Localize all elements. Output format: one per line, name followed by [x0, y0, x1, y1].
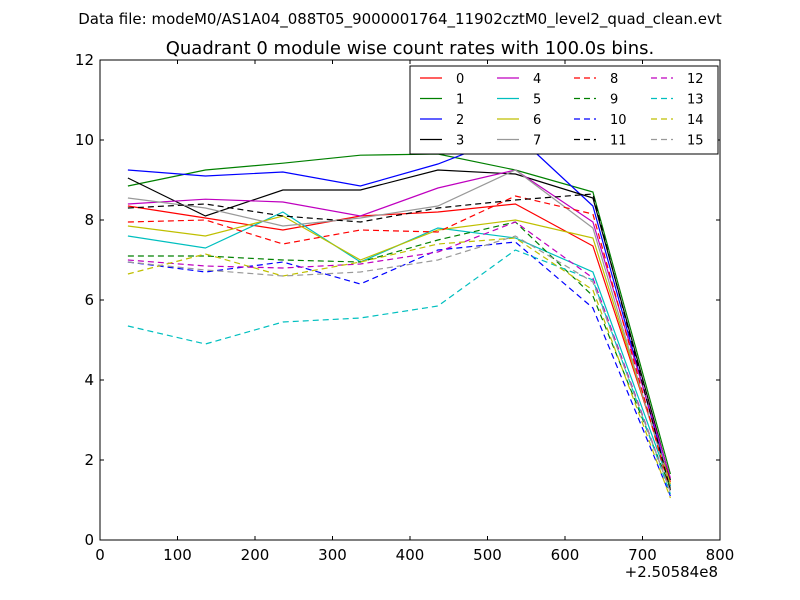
series-line-2	[127, 133, 671, 487]
series-line-6	[127, 215, 671, 485]
x-tick-label: 100	[163, 546, 192, 564]
series-line-9	[127, 221, 671, 489]
legend-label-5: 5	[533, 93, 541, 108]
legend-label-1: 1	[456, 93, 464, 108]
series-line-15	[127, 235, 671, 493]
legend-label-0: 0	[456, 72, 464, 87]
x-tick-label: 800	[706, 546, 735, 564]
legend-label-9: 9	[610, 93, 618, 108]
series-line-0	[127, 203, 671, 483]
legend-label-4: 4	[533, 72, 541, 87]
legend-label-2: 2	[456, 113, 464, 128]
series-line-10	[127, 241, 671, 497]
legend-label-7: 7	[533, 134, 541, 149]
y-tick-label: 8	[84, 211, 94, 229]
series-line-3	[127, 169, 671, 481]
x-tick-label: 500	[473, 546, 502, 564]
legend-label-15: 15	[687, 134, 704, 149]
y-tick-label: 4	[84, 371, 94, 389]
x-tick-label: 300	[318, 546, 347, 564]
legend-label-10: 10	[610, 113, 627, 128]
x-tick-label: 600	[551, 546, 580, 564]
legend-label-12: 12	[687, 72, 704, 87]
y-tick-label: 6	[84, 291, 94, 309]
legend-label-3: 3	[456, 134, 464, 149]
y-tick-label: 12	[75, 51, 94, 69]
series-line-4	[127, 169, 671, 479]
series-line-7	[127, 169, 671, 489]
y-tick-label: 10	[75, 131, 94, 149]
legend-label-6: 6	[533, 113, 541, 128]
series-line-12	[127, 221, 671, 493]
x-tick-label: 200	[241, 546, 270, 564]
series-line-5	[127, 211, 671, 487]
chart-title: Quadrant 0 module wise count rates with …	[166, 38, 655, 59]
legend-label-8: 8	[610, 72, 618, 87]
x-axis-offset-label: +2.50584e8	[625, 563, 718, 581]
y-tick-label: 0	[84, 531, 94, 549]
series-line-1	[127, 153, 671, 475]
x-tick-label: 400	[396, 546, 425, 564]
y-tick-label: 2	[84, 451, 94, 469]
x-tick-label: 700	[628, 546, 657, 564]
plot-area	[127, 133, 671, 499]
legend-label-11: 11	[610, 134, 627, 149]
series-line-13	[127, 249, 671, 495]
legend-label-14: 14	[687, 113, 704, 128]
series-line-11	[127, 193, 671, 491]
series-line-8	[127, 195, 671, 493]
series-line-14	[127, 237, 671, 499]
legend-label-13: 13	[687, 93, 704, 108]
chart-suptitle: Data file: modeM0/AS1A04_088T05_90000017…	[78, 10, 722, 29]
x-tick-label: 0	[95, 546, 105, 564]
